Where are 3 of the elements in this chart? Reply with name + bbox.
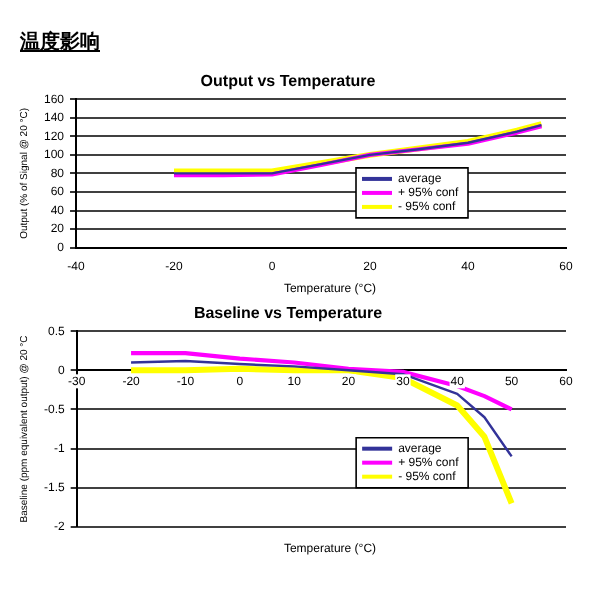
text: 温度影响 [18,28,102,58]
chart-title: Baseline vs Temperature [193,304,384,323]
chart-title: Output vs Temperature [200,72,377,91]
